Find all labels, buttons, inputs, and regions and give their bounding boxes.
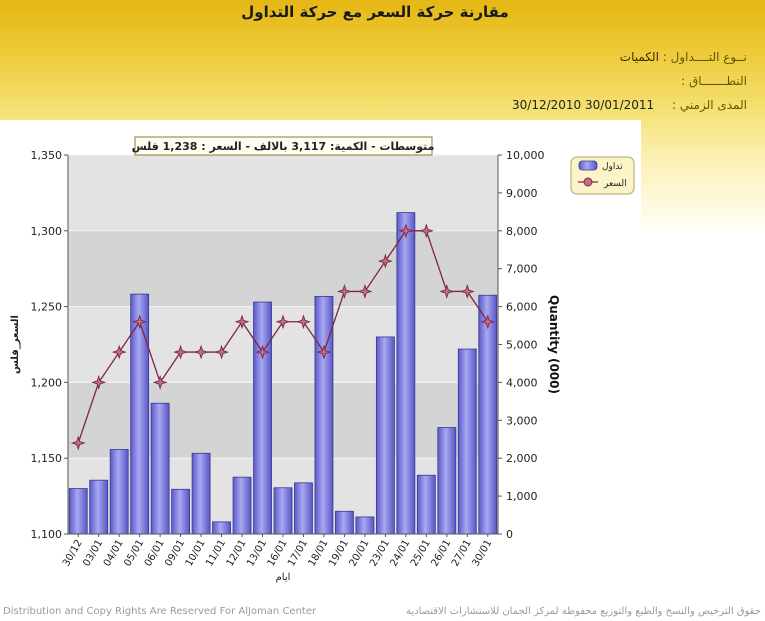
price-marker bbox=[316, 344, 332, 360]
trade-type-separator: : bbox=[662, 50, 667, 64]
price-marker bbox=[70, 435, 86, 451]
right-tick-label: 3,000 bbox=[506, 414, 538, 427]
range-label: النطـــــــاق bbox=[688, 74, 747, 88]
footer-copyright-en: Distribution and Copy Rights Are Reserve… bbox=[3, 606, 317, 617]
period-separator: : bbox=[672, 98, 677, 112]
volume-bar bbox=[355, 516, 375, 535]
plot-band bbox=[68, 155, 498, 231]
right-tick-label: 0 bbox=[506, 528, 513, 541]
volume-bar bbox=[232, 476, 252, 535]
chart-title-box bbox=[134, 136, 433, 156]
price-marker bbox=[173, 344, 189, 360]
period-label: المدى الزمني bbox=[679, 98, 747, 112]
volume-bar bbox=[437, 427, 457, 535]
left-tick-label: 1,150 bbox=[31, 452, 63, 465]
period-value: 30/12/2010 30/01/2011 bbox=[512, 98, 655, 112]
price-marker bbox=[480, 314, 496, 330]
right-tick-label: 4,000 bbox=[506, 376, 538, 389]
price-marker bbox=[398, 223, 414, 239]
left-axis-title: السعر_فلس bbox=[10, 315, 21, 374]
volume-bar bbox=[191, 452, 211, 535]
volume-bar bbox=[478, 294, 498, 535]
price-marker bbox=[132, 314, 148, 330]
left-tick-label: 1,200 bbox=[31, 376, 63, 389]
left-tick-label: 1,100 bbox=[31, 528, 63, 541]
legend-bar-swatch bbox=[578, 160, 598, 171]
right-tick-label: 8,000 bbox=[506, 225, 538, 238]
price-marker bbox=[439, 283, 455, 299]
x-axis-title: ايام bbox=[276, 572, 291, 583]
volume-bar bbox=[171, 488, 191, 535]
volume-bar bbox=[396, 212, 416, 535]
price-marker bbox=[275, 314, 291, 330]
volume-bar bbox=[294, 482, 313, 535]
left-tick-label: 1,350 bbox=[31, 149, 63, 162]
page-title: مقارنة حركة السعر مع حركة التداول bbox=[241, 3, 509, 21]
footer-copyright-ar: حقوق الترخيص والنسخ والطبع والتوزيع محفو… bbox=[405, 606, 761, 617]
left-tick-label: 1,250 bbox=[31, 301, 63, 314]
x-tick-label: 30/01 bbox=[470, 538, 494, 568]
legend-bar-label: تداول bbox=[602, 162, 623, 172]
price-marker bbox=[91, 374, 107, 390]
left-tick-label: 1,300 bbox=[31, 225, 63, 238]
price-marker bbox=[152, 374, 168, 390]
volume-bar bbox=[375, 336, 395, 535]
trade-type-label: نــوع التــــداول bbox=[670, 50, 747, 64]
volume-bar bbox=[273, 487, 293, 535]
volume-bar bbox=[89, 479, 109, 535]
chart-title: متوسطات - الكمية: 3,117 بالالف - السعر :… bbox=[132, 140, 435, 153]
price-marker bbox=[111, 344, 127, 360]
right-tick-label: 2,000 bbox=[506, 452, 538, 465]
right-tick-label: 1,000 bbox=[506, 490, 538, 503]
right-tick-label: 9,000 bbox=[506, 187, 538, 200]
price-marker bbox=[418, 223, 434, 239]
volume-bar bbox=[457, 348, 477, 535]
price-marker bbox=[377, 253, 393, 269]
right-tick-label: 7,000 bbox=[506, 263, 538, 276]
legend-line-label: السعر bbox=[603, 179, 627, 189]
price-marker bbox=[459, 283, 475, 299]
right-tick-label: 6,000 bbox=[506, 301, 538, 314]
trade-type-value: الكميات bbox=[619, 50, 659, 64]
volume-bar bbox=[150, 402, 170, 535]
price-marker bbox=[357, 283, 373, 299]
legend-line-marker bbox=[583, 177, 593, 187]
right-tick-label: 10,000 bbox=[506, 149, 545, 162]
price-marker bbox=[234, 314, 250, 330]
price-marker bbox=[336, 283, 352, 299]
volume-bar bbox=[335, 510, 354, 535]
trade-type-row: نــوع التــــداول : الكميات bbox=[620, 50, 747, 64]
volume-bar bbox=[212, 521, 231, 535]
price-volume-chart: 1,100 1,150 1,200 1,250 1,300 1,350 0 1,000 2,0… bbox=[10, 136, 635, 583]
right-axis-title: Quantity (000) bbox=[547, 295, 561, 394]
volume-bar bbox=[416, 474, 436, 535]
range-row: النطـــــــاق : bbox=[681, 74, 747, 88]
right-tick-label: 5,000 bbox=[506, 339, 538, 352]
price-marker bbox=[214, 344, 230, 360]
range-separator: : bbox=[681, 74, 686, 88]
price-marker bbox=[255, 344, 270, 360]
period-row: المدى الزمني : 30/12/2010 30/01/2011 bbox=[512, 98, 747, 112]
volume-bar bbox=[68, 488, 88, 535]
price-marker bbox=[193, 344, 209, 360]
volume-bar bbox=[253, 301, 272, 535]
volume-bar bbox=[109, 449, 129, 535]
price-marker bbox=[296, 314, 311, 330]
